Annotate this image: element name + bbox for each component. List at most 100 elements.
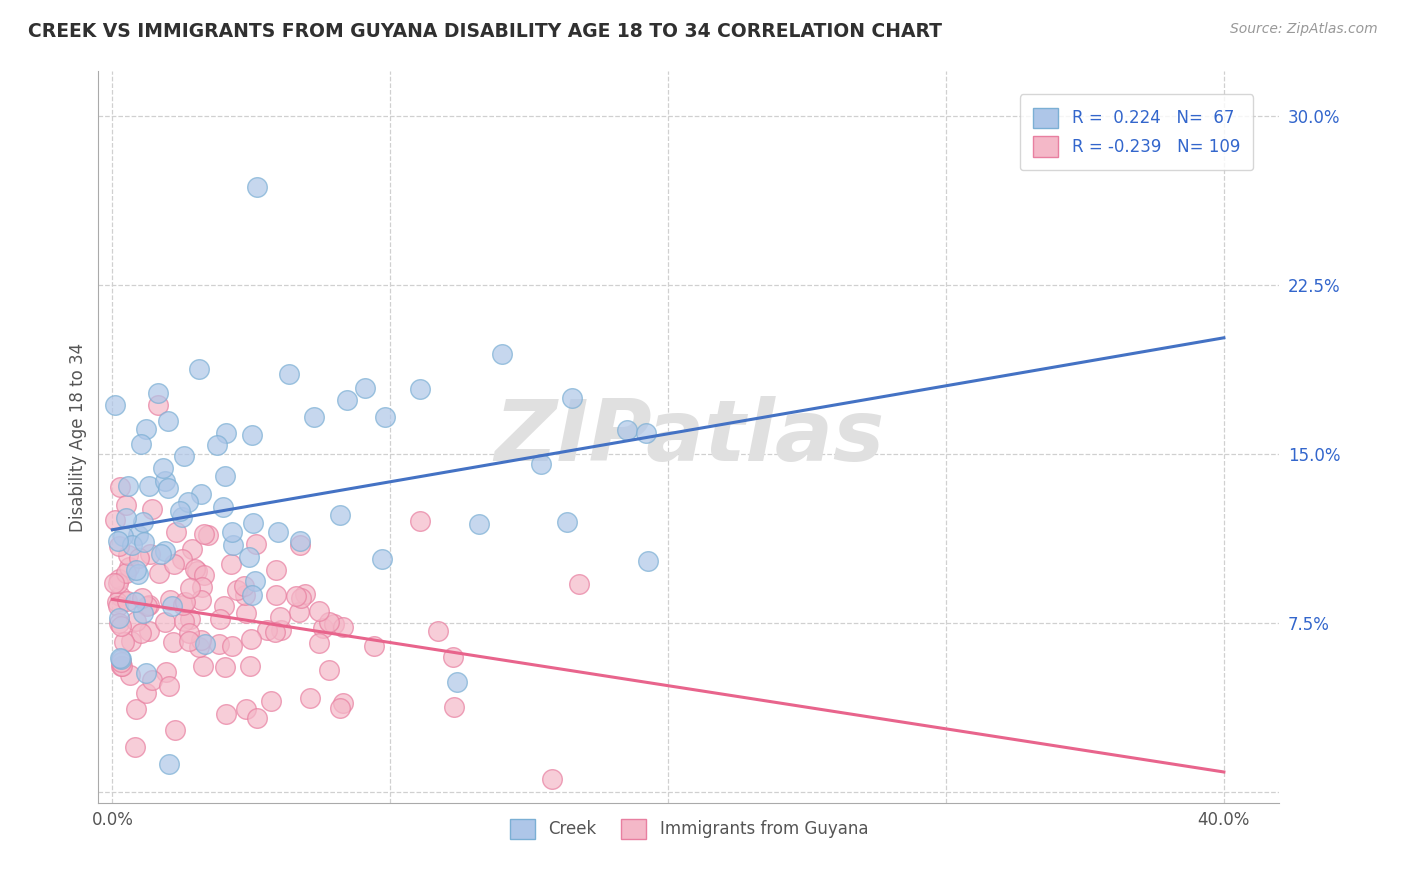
Point — [110, 619, 132, 633]
Point — [233, 579, 256, 593]
Point — [332, 696, 354, 710]
Point — [188, 640, 211, 655]
Point — [152, 461, 174, 475]
Point — [127, 527, 149, 541]
Point — [124, 739, 146, 754]
Point — [308, 604, 330, 618]
Point — [186, 564, 208, 578]
Point — [110, 652, 132, 666]
Point — [443, 700, 465, 714]
Point — [354, 381, 377, 395]
Point — [491, 347, 513, 361]
Point — [211, 500, 233, 514]
Text: Source: ZipAtlas.com: Source: ZipAtlas.com — [1230, 22, 1378, 37]
Point — [141, 502, 163, 516]
Point — [148, 399, 170, 413]
Point — [636, 426, 658, 441]
Point — [149, 547, 172, 561]
Point — [246, 711, 269, 725]
Point — [374, 410, 396, 425]
Point — [235, 702, 257, 716]
Point — [108, 572, 131, 586]
Point — [290, 591, 312, 606]
Point — [318, 663, 340, 677]
Point — [329, 508, 352, 522]
Point — [263, 625, 285, 640]
Point — [214, 659, 236, 673]
Point — [111, 529, 134, 543]
Point — [117, 479, 139, 493]
Point — [125, 701, 148, 715]
Point — [124, 562, 146, 576]
Point — [104, 398, 127, 412]
Point — [187, 362, 209, 376]
Point — [561, 391, 583, 405]
Point — [194, 637, 217, 651]
Point — [190, 632, 212, 647]
Point — [299, 690, 322, 705]
Point — [107, 599, 129, 614]
Point — [238, 549, 260, 564]
Point — [115, 510, 138, 524]
Point — [208, 637, 231, 651]
Point — [129, 437, 152, 451]
Point — [302, 409, 325, 424]
Point — [221, 525, 243, 540]
Point — [165, 723, 187, 737]
Point — [409, 383, 432, 397]
Point — [371, 551, 394, 566]
Point — [214, 468, 236, 483]
Point — [173, 450, 195, 464]
Point — [157, 679, 180, 693]
Point — [121, 538, 143, 552]
Point — [322, 616, 344, 631]
Point — [107, 533, 129, 548]
Point — [135, 422, 157, 436]
Point — [329, 701, 352, 715]
Point — [132, 535, 155, 549]
Point — [163, 558, 186, 572]
Point — [215, 706, 238, 721]
Point — [264, 589, 287, 603]
Point — [153, 474, 176, 488]
Point — [162, 635, 184, 649]
Point — [184, 562, 207, 576]
Point — [159, 593, 181, 607]
Point — [132, 515, 155, 529]
Point — [190, 486, 212, 500]
Point — [120, 634, 142, 648]
Point — [124, 614, 146, 628]
Point — [172, 552, 194, 566]
Point — [173, 614, 195, 628]
Point — [409, 515, 432, 529]
Point — [221, 640, 243, 654]
Point — [240, 632, 263, 647]
Point — [363, 639, 385, 653]
Point — [135, 665, 157, 680]
Point — [269, 610, 291, 624]
Point — [277, 367, 299, 381]
Point — [127, 566, 149, 581]
Point — [190, 592, 212, 607]
Point — [540, 772, 562, 787]
Point — [105, 595, 128, 609]
Point — [108, 480, 131, 494]
Point — [177, 634, 200, 648]
Point — [135, 686, 157, 700]
Point — [138, 624, 160, 638]
Point — [318, 615, 340, 629]
Point — [568, 577, 591, 591]
Point — [172, 598, 194, 612]
Point — [138, 547, 160, 561]
Point — [215, 425, 238, 440]
Point — [131, 591, 153, 605]
Point — [108, 650, 131, 665]
Point — [294, 587, 316, 601]
Point — [110, 659, 132, 673]
Point — [332, 620, 354, 634]
Point — [162, 599, 184, 614]
Point — [616, 423, 638, 437]
Point — [446, 674, 468, 689]
Point — [118, 667, 141, 681]
Point — [260, 694, 283, 708]
